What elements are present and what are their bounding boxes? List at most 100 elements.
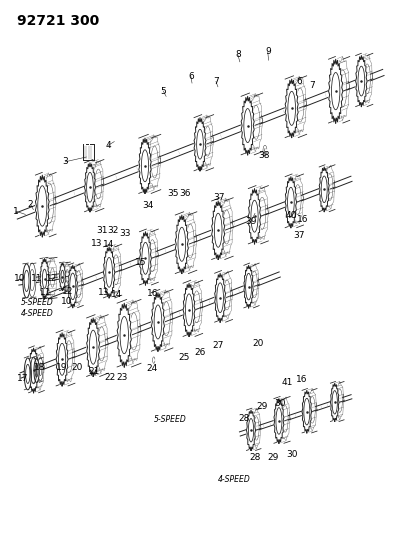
Ellipse shape (364, 64, 370, 94)
Ellipse shape (330, 382, 339, 423)
Text: 16: 16 (296, 375, 307, 384)
Text: 35: 35 (167, 189, 179, 198)
Ellipse shape (151, 291, 165, 353)
Text: 28: 28 (249, 454, 261, 463)
Ellipse shape (223, 210, 230, 244)
Ellipse shape (282, 406, 288, 432)
Ellipse shape (39, 363, 42, 376)
Ellipse shape (28, 263, 36, 297)
Text: 22: 22 (105, 373, 116, 382)
Ellipse shape (244, 264, 254, 309)
Ellipse shape (327, 174, 333, 200)
Text: 29: 29 (256, 402, 268, 411)
Ellipse shape (248, 187, 261, 245)
Text: 10: 10 (14, 273, 26, 282)
Text: 15: 15 (135, 259, 147, 267)
Ellipse shape (224, 280, 230, 310)
Text: 16: 16 (147, 288, 159, 297)
Ellipse shape (34, 359, 39, 382)
Text: 41: 41 (282, 378, 293, 387)
Text: 17: 17 (17, 374, 28, 383)
Ellipse shape (337, 389, 342, 413)
Ellipse shape (95, 169, 102, 199)
Text: 5-SPEED: 5-SPEED (21, 298, 53, 307)
Text: 38: 38 (258, 151, 270, 160)
Text: 14: 14 (104, 240, 115, 249)
Ellipse shape (28, 347, 39, 394)
Ellipse shape (186, 224, 194, 258)
Text: 21: 21 (89, 367, 100, 376)
Ellipse shape (113, 255, 119, 285)
Ellipse shape (56, 332, 68, 387)
Text: 4-SPEED: 4-SPEED (218, 475, 251, 483)
Text: 28: 28 (238, 414, 250, 423)
Text: 36: 36 (179, 189, 191, 198)
Text: 34: 34 (142, 201, 154, 211)
Ellipse shape (259, 197, 266, 229)
Ellipse shape (68, 264, 78, 309)
Text: 3: 3 (62, 157, 68, 166)
Text: 31: 31 (96, 226, 108, 235)
Ellipse shape (66, 270, 69, 282)
Ellipse shape (183, 282, 195, 338)
Ellipse shape (241, 95, 254, 156)
Ellipse shape (274, 398, 284, 445)
Text: 13: 13 (98, 287, 109, 296)
Ellipse shape (45, 183, 54, 223)
Ellipse shape (319, 166, 330, 213)
Ellipse shape (252, 105, 260, 139)
Text: 4: 4 (106, 141, 111, 150)
Ellipse shape (30, 362, 34, 382)
Ellipse shape (23, 264, 30, 298)
Ellipse shape (355, 54, 367, 108)
Ellipse shape (30, 269, 34, 290)
Ellipse shape (309, 397, 315, 423)
Text: 12: 12 (62, 287, 73, 296)
Text: 30: 30 (287, 450, 298, 459)
Text: 6: 6 (188, 71, 194, 80)
Text: 14: 14 (112, 290, 123, 299)
Text: 19: 19 (56, 363, 68, 372)
Ellipse shape (103, 246, 115, 299)
Ellipse shape (151, 146, 158, 178)
Ellipse shape (29, 356, 36, 388)
Ellipse shape (149, 240, 156, 272)
Text: 20: 20 (72, 363, 83, 372)
Ellipse shape (296, 88, 304, 122)
Ellipse shape (285, 78, 298, 139)
Text: 18: 18 (34, 363, 46, 372)
Ellipse shape (117, 302, 132, 368)
Ellipse shape (139, 230, 152, 286)
Ellipse shape (138, 137, 152, 195)
Ellipse shape (285, 175, 297, 229)
Ellipse shape (214, 272, 226, 324)
Ellipse shape (194, 116, 206, 172)
Ellipse shape (65, 341, 72, 373)
Text: 27: 27 (212, 341, 224, 350)
Ellipse shape (246, 409, 256, 451)
Text: 30: 30 (275, 399, 286, 408)
Text: 24: 24 (146, 364, 158, 373)
Text: 37: 37 (213, 193, 225, 202)
Text: 92721 300: 92721 300 (17, 14, 99, 28)
Text: 11: 11 (40, 287, 51, 296)
Ellipse shape (193, 291, 200, 323)
Text: 2: 2 (28, 200, 34, 209)
Text: 20: 20 (252, 339, 264, 348)
Ellipse shape (98, 327, 106, 361)
Ellipse shape (59, 262, 66, 291)
Text: 8: 8 (235, 51, 241, 59)
Ellipse shape (211, 199, 225, 261)
Text: 29: 29 (267, 454, 278, 463)
Ellipse shape (84, 161, 96, 213)
Text: 6: 6 (296, 77, 302, 86)
Ellipse shape (254, 417, 259, 440)
Ellipse shape (40, 257, 49, 300)
Ellipse shape (251, 271, 257, 297)
Ellipse shape (130, 313, 138, 350)
Text: 39: 39 (245, 217, 257, 226)
Ellipse shape (76, 271, 82, 297)
Text: 33: 33 (119, 229, 131, 238)
Text: 1: 1 (13, 207, 19, 216)
Ellipse shape (328, 58, 343, 125)
